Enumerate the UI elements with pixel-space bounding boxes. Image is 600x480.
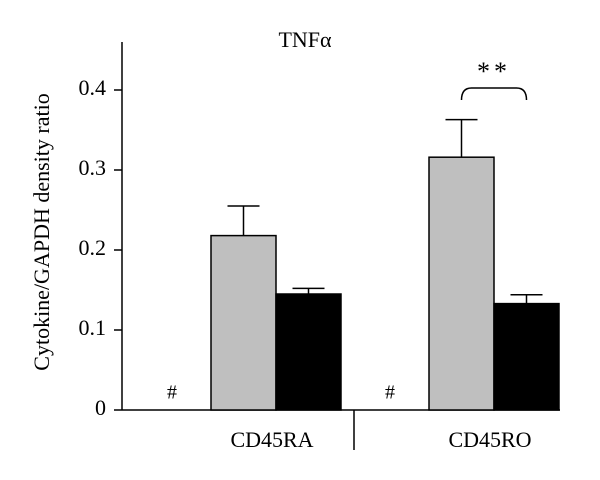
value-label: # — [167, 382, 177, 404]
bar — [275, 293, 342, 411]
bar — [493, 302, 560, 411]
bar — [428, 156, 495, 411]
y-tick-label: 0.2 — [79, 235, 107, 260]
y-tick-label: 0.1 — [79, 315, 107, 340]
value-label: # — [385, 382, 395, 404]
significance-label: ** — [477, 57, 511, 86]
y-tick-label: 0 — [95, 395, 106, 420]
y-axis-label: Cytokine/GAPDH density ratio — [29, 93, 54, 370]
significance-bracket — [460, 87, 528, 101]
x-tick-label: CD45RO — [448, 427, 531, 452]
y-tick-label: 0.3 — [79, 155, 107, 180]
y-tick-label: 0.4 — [79, 75, 107, 100]
chart-title: TNFα — [278, 27, 332, 52]
x-tick-label: CD45RA — [230, 427, 313, 452]
bar — [210, 234, 277, 411]
